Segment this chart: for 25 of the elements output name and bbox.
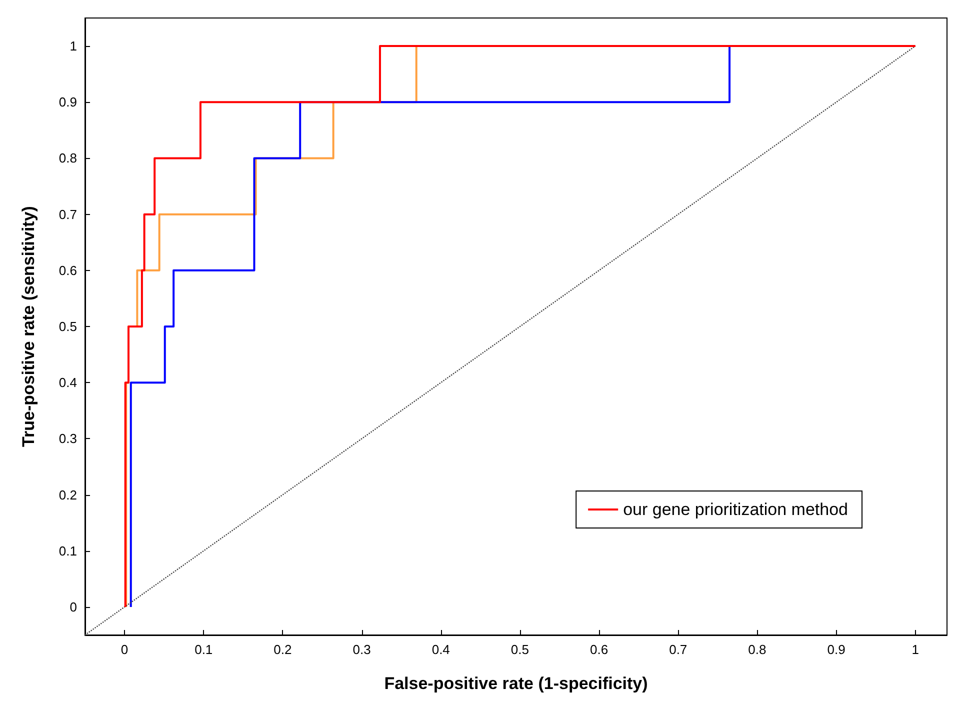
y-tick-label: 0.9: [58, 94, 77, 110]
legend-label: our gene prioritization method: [623, 500, 848, 519]
y-tick-label: 0.4: [58, 375, 77, 390]
x-tick-label: 0.9: [827, 642, 846, 657]
x-tick-label: 0.2: [274, 642, 292, 657]
x-axis-title: False-positive rate (1-specificity): [384, 674, 648, 693]
y-tick-label: 0.5: [58, 319, 77, 334]
y-tick-label: 0.7: [58, 206, 77, 222]
x-tick-label: 0.3: [352, 642, 371, 657]
y-tick-label: 1: [70, 38, 77, 54]
x-tick-label: 0.1: [194, 642, 213, 657]
x-tick-label: 0.5: [510, 642, 529, 657]
y-tick-label: 0.6: [58, 262, 77, 278]
x-tick-label: 0.7: [669, 642, 688, 657]
y-tick-label: 0.1: [58, 543, 77, 558]
y-tick-label: 0.8: [58, 150, 77, 166]
y-tick-label: 0.2: [58, 487, 77, 502]
x-tick-label: 1: [912, 642, 919, 657]
x-tick-label: 0.4: [432, 642, 450, 657]
x-tick-label: 0.6: [590, 642, 608, 657]
y-tick-label: 0: [70, 599, 77, 614]
y-axis-title: True-positive rate (sensitivity): [19, 206, 38, 447]
y-tick-label: 0.3: [58, 431, 77, 446]
x-tick-label: 0: [120, 642, 128, 657]
x-tick-label: 0.8: [748, 642, 766, 657]
